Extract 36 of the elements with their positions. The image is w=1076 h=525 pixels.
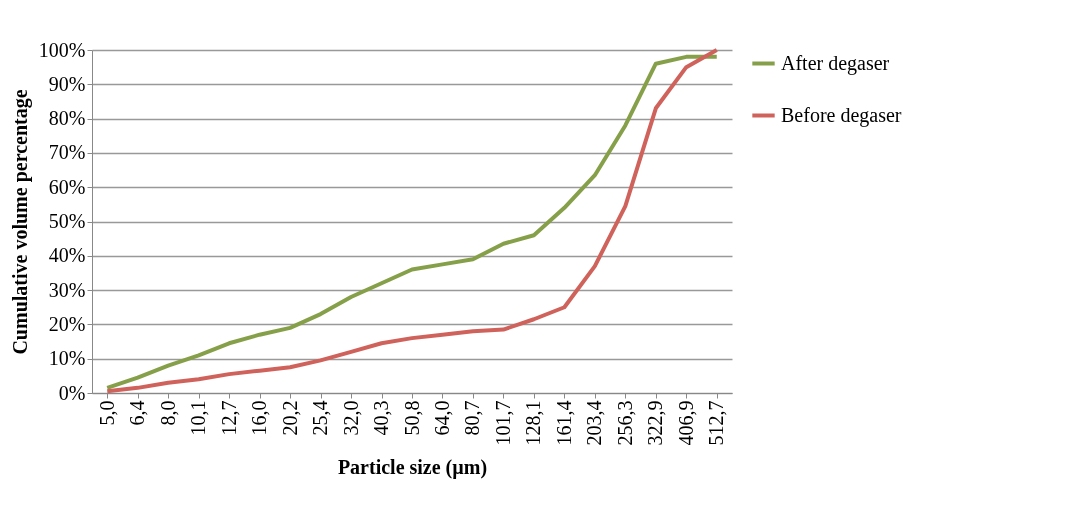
y-tick-label: 10%: [48, 347, 86, 370]
y-tick-label: 60%: [48, 175, 86, 198]
x-tick-label: 6,4: [126, 400, 149, 426]
x-tick-label: 322,9: [644, 400, 667, 446]
y-tick-label: 40%: [48, 244, 86, 267]
x-tick-label: 12,7: [217, 400, 240, 436]
y-tick-label: 50%: [48, 210, 86, 232]
x-tick-label: 406,9: [674, 400, 697, 446]
x-tick-label: 8,0: [156, 400, 179, 426]
x-tick-label: 32,0: [339, 400, 362, 436]
x-tick-label: 101,7: [491, 400, 514, 446]
y-tick-label: 70%: [48, 141, 86, 164]
x-tick-label: 64,0: [430, 400, 453, 436]
x-tick-label: 40,3: [370, 400, 393, 436]
y-tick-label: 100%: [38, 38, 86, 61]
y-tick-label: 0%: [58, 381, 86, 404]
x-tick-label: 512,7: [705, 400, 728, 446]
y-tick-label: 90%: [48, 72, 86, 95]
x-tick-label: 10,1: [187, 400, 210, 436]
legend-label: Before degaser: [781, 103, 902, 127]
x-tick-label: 203,4: [583, 400, 606, 446]
x-tick-label: 5,0: [95, 400, 118, 426]
x-axis-title: Particle size (µm): [337, 455, 488, 479]
y-tick-label: 80%: [48, 107, 86, 130]
x-tick-label: 256,3: [613, 400, 636, 446]
legend-label: After degaser: [781, 51, 890, 75]
x-tick-label: 128,1: [522, 400, 545, 446]
x-tick-label: 20,2: [278, 400, 301, 436]
x-tick-label: 16,0: [248, 400, 271, 436]
y-tick-label: 30%: [48, 278, 86, 301]
x-tick-label: 50,8: [400, 400, 423, 436]
y-axis-title: Cumulative volume percentage: [8, 89, 32, 355]
x-tick-label: 25,4: [309, 400, 332, 436]
x-tick-label: 80,7: [461, 400, 484, 436]
x-tick-label: 161,4: [552, 400, 575, 446]
y-tick-label: 20%: [48, 312, 86, 335]
